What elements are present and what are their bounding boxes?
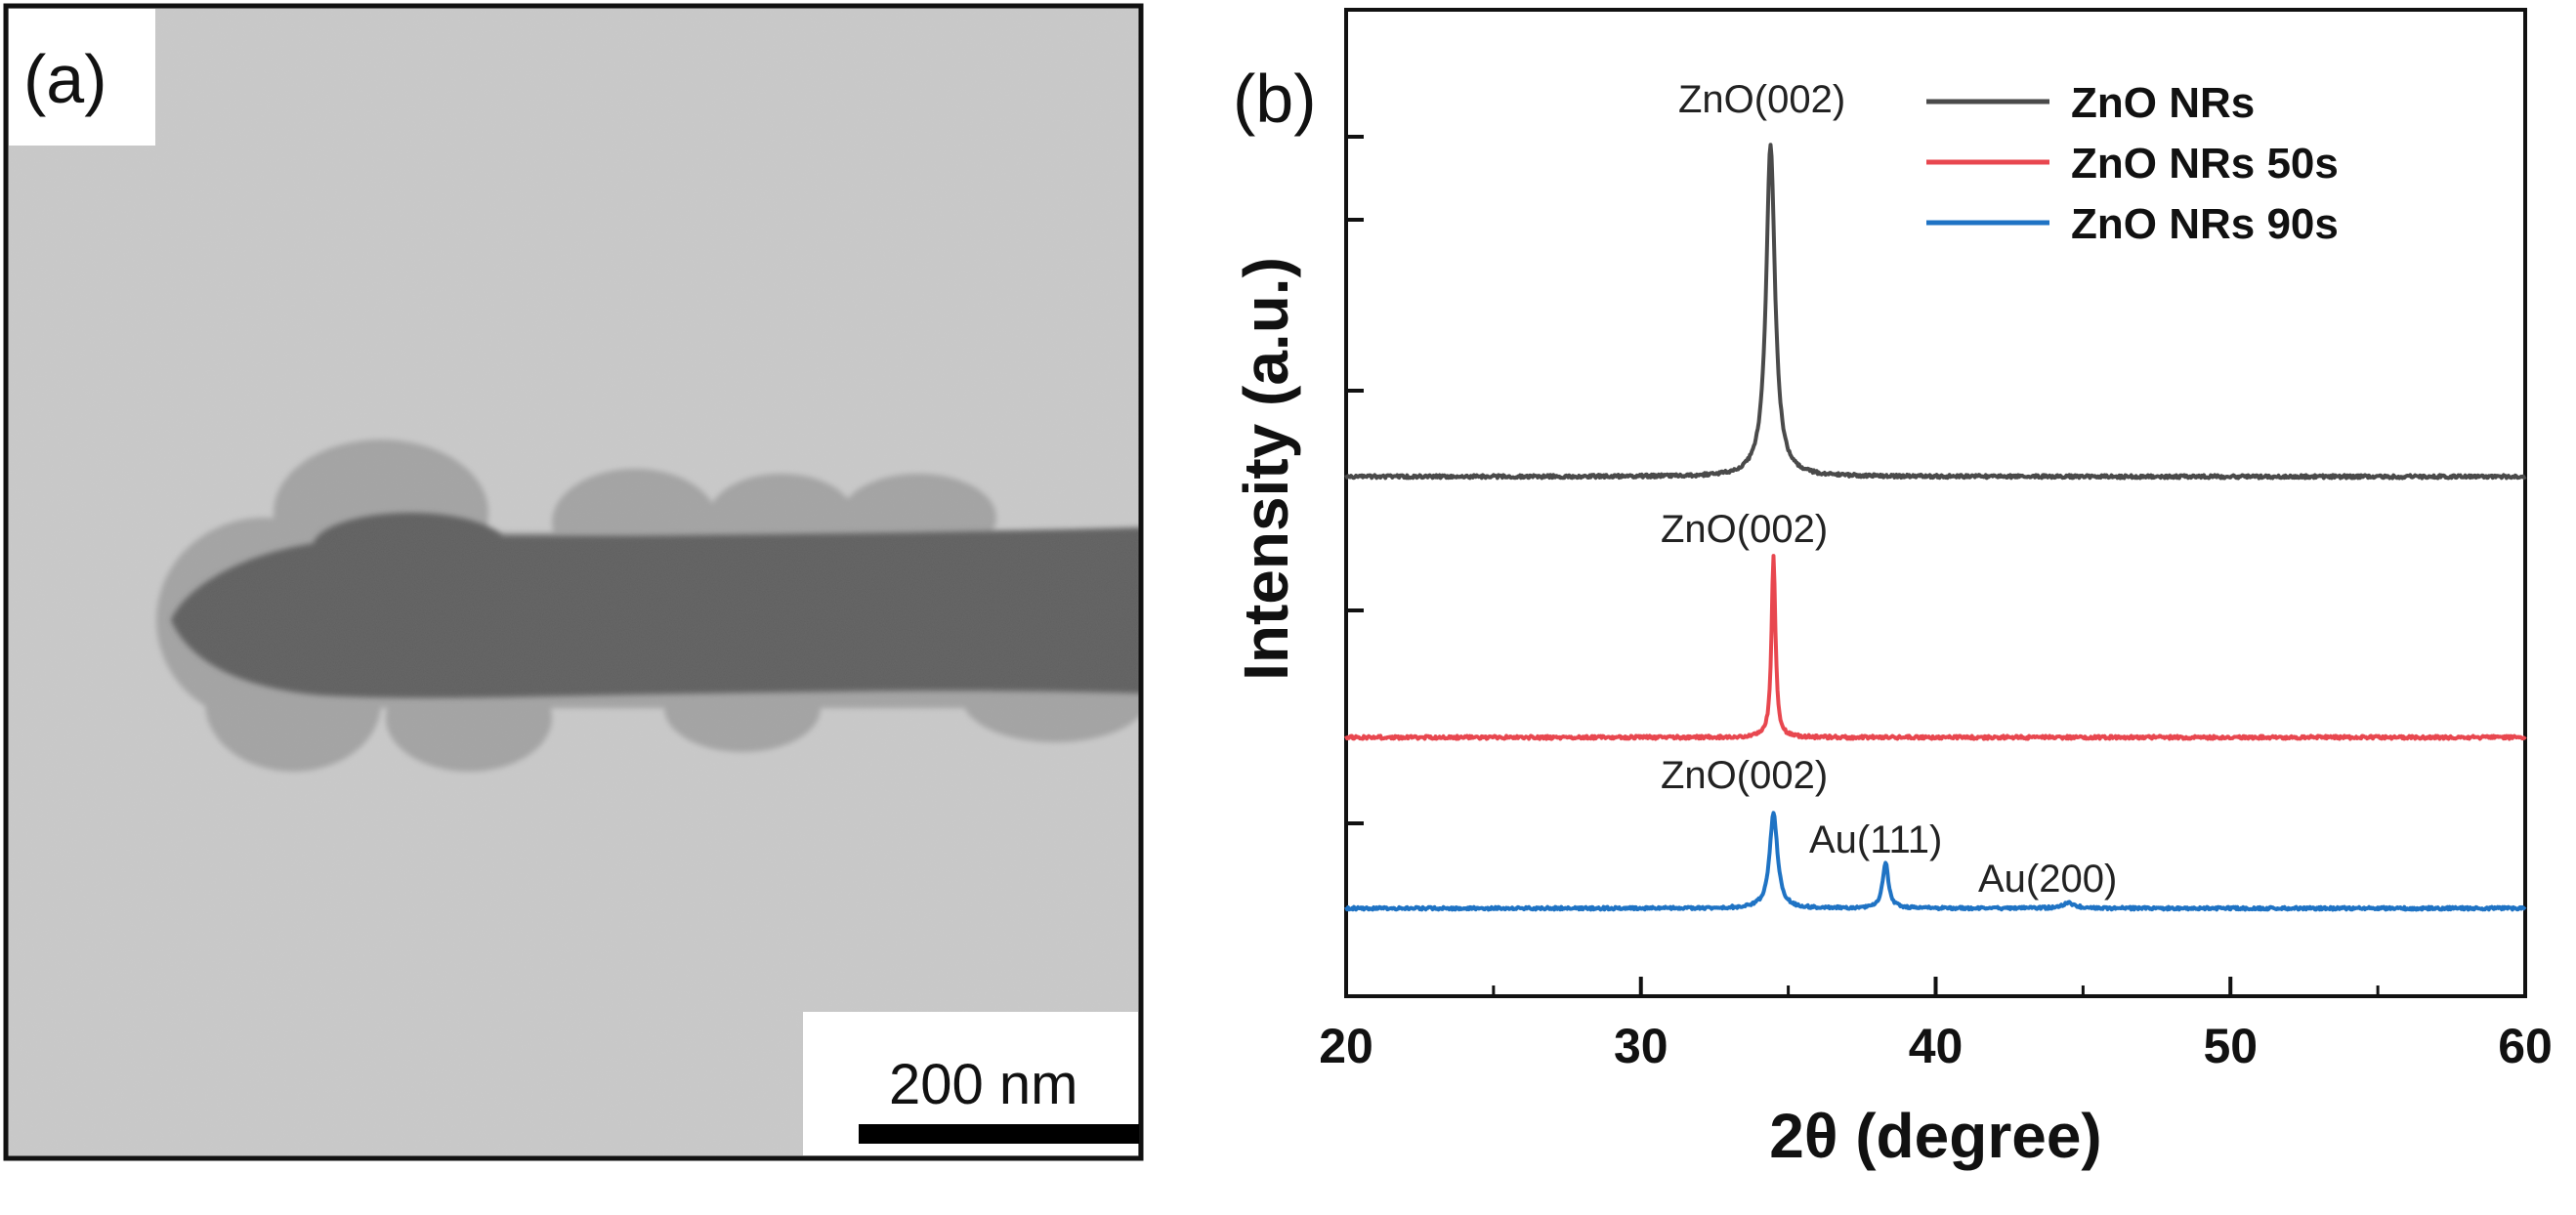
- panel-a: (a) 200 nm: [3, 3, 1144, 1161]
- x-tick-label: 60: [2498, 1019, 2553, 1073]
- peak-annotation: ZnO(002): [1661, 754, 1828, 797]
- series-line-2: [1344, 554, 2527, 741]
- x-tick-label: 30: [1614, 1019, 1668, 1073]
- x-tick-label: 40: [1909, 1019, 1964, 1073]
- peak-annotation: Au(111): [1809, 818, 1942, 861]
- scale-bar: [859, 1124, 1139, 1144]
- legend-label: ZnO NRs: [2071, 79, 2255, 127]
- peak-annotation: ZnO(002): [1661, 508, 1828, 551]
- series-line-1: [1344, 143, 2527, 481]
- scale-bar-label: 200 nm: [889, 1053, 1077, 1116]
- panel-b: (b) 20 30 40 50 60 2θ (degree) Intensity (a.u.…: [1231, 8, 2553, 1171]
- tem-image: [6, 6, 1141, 1158]
- tem-frame: [3, 3, 1144, 1161]
- tem-grain: [6, 6, 1141, 1158]
- legend-label: ZnO NRs 50s: [2071, 140, 2339, 188]
- panel-b-label: (b): [1233, 61, 1317, 137]
- panel-a-label-bg: [9, 9, 155, 146]
- peak-annotation: Au(200): [1978, 858, 2117, 901]
- series-line-3: [1344, 811, 2527, 912]
- peak-annotation: ZnO(002): [1678, 78, 1845, 121]
- xrd-chart: 20 30 40 50 60 2θ (degree) Intensity (a.u.) ZnO…: [1231, 8, 2553, 1171]
- legend-label: ZnO NRs 90s: [2071, 200, 2339, 248]
- x-axis-title: 2θ (degree): [1769, 1101, 2101, 1171]
- y-axis-title: Intensity (a.u.): [1231, 257, 1301, 681]
- x-tick-label: 20: [1319, 1019, 1373, 1073]
- x-tick-label: 50: [2203, 1019, 2258, 1073]
- panel-a-label: (a): [23, 41, 107, 117]
